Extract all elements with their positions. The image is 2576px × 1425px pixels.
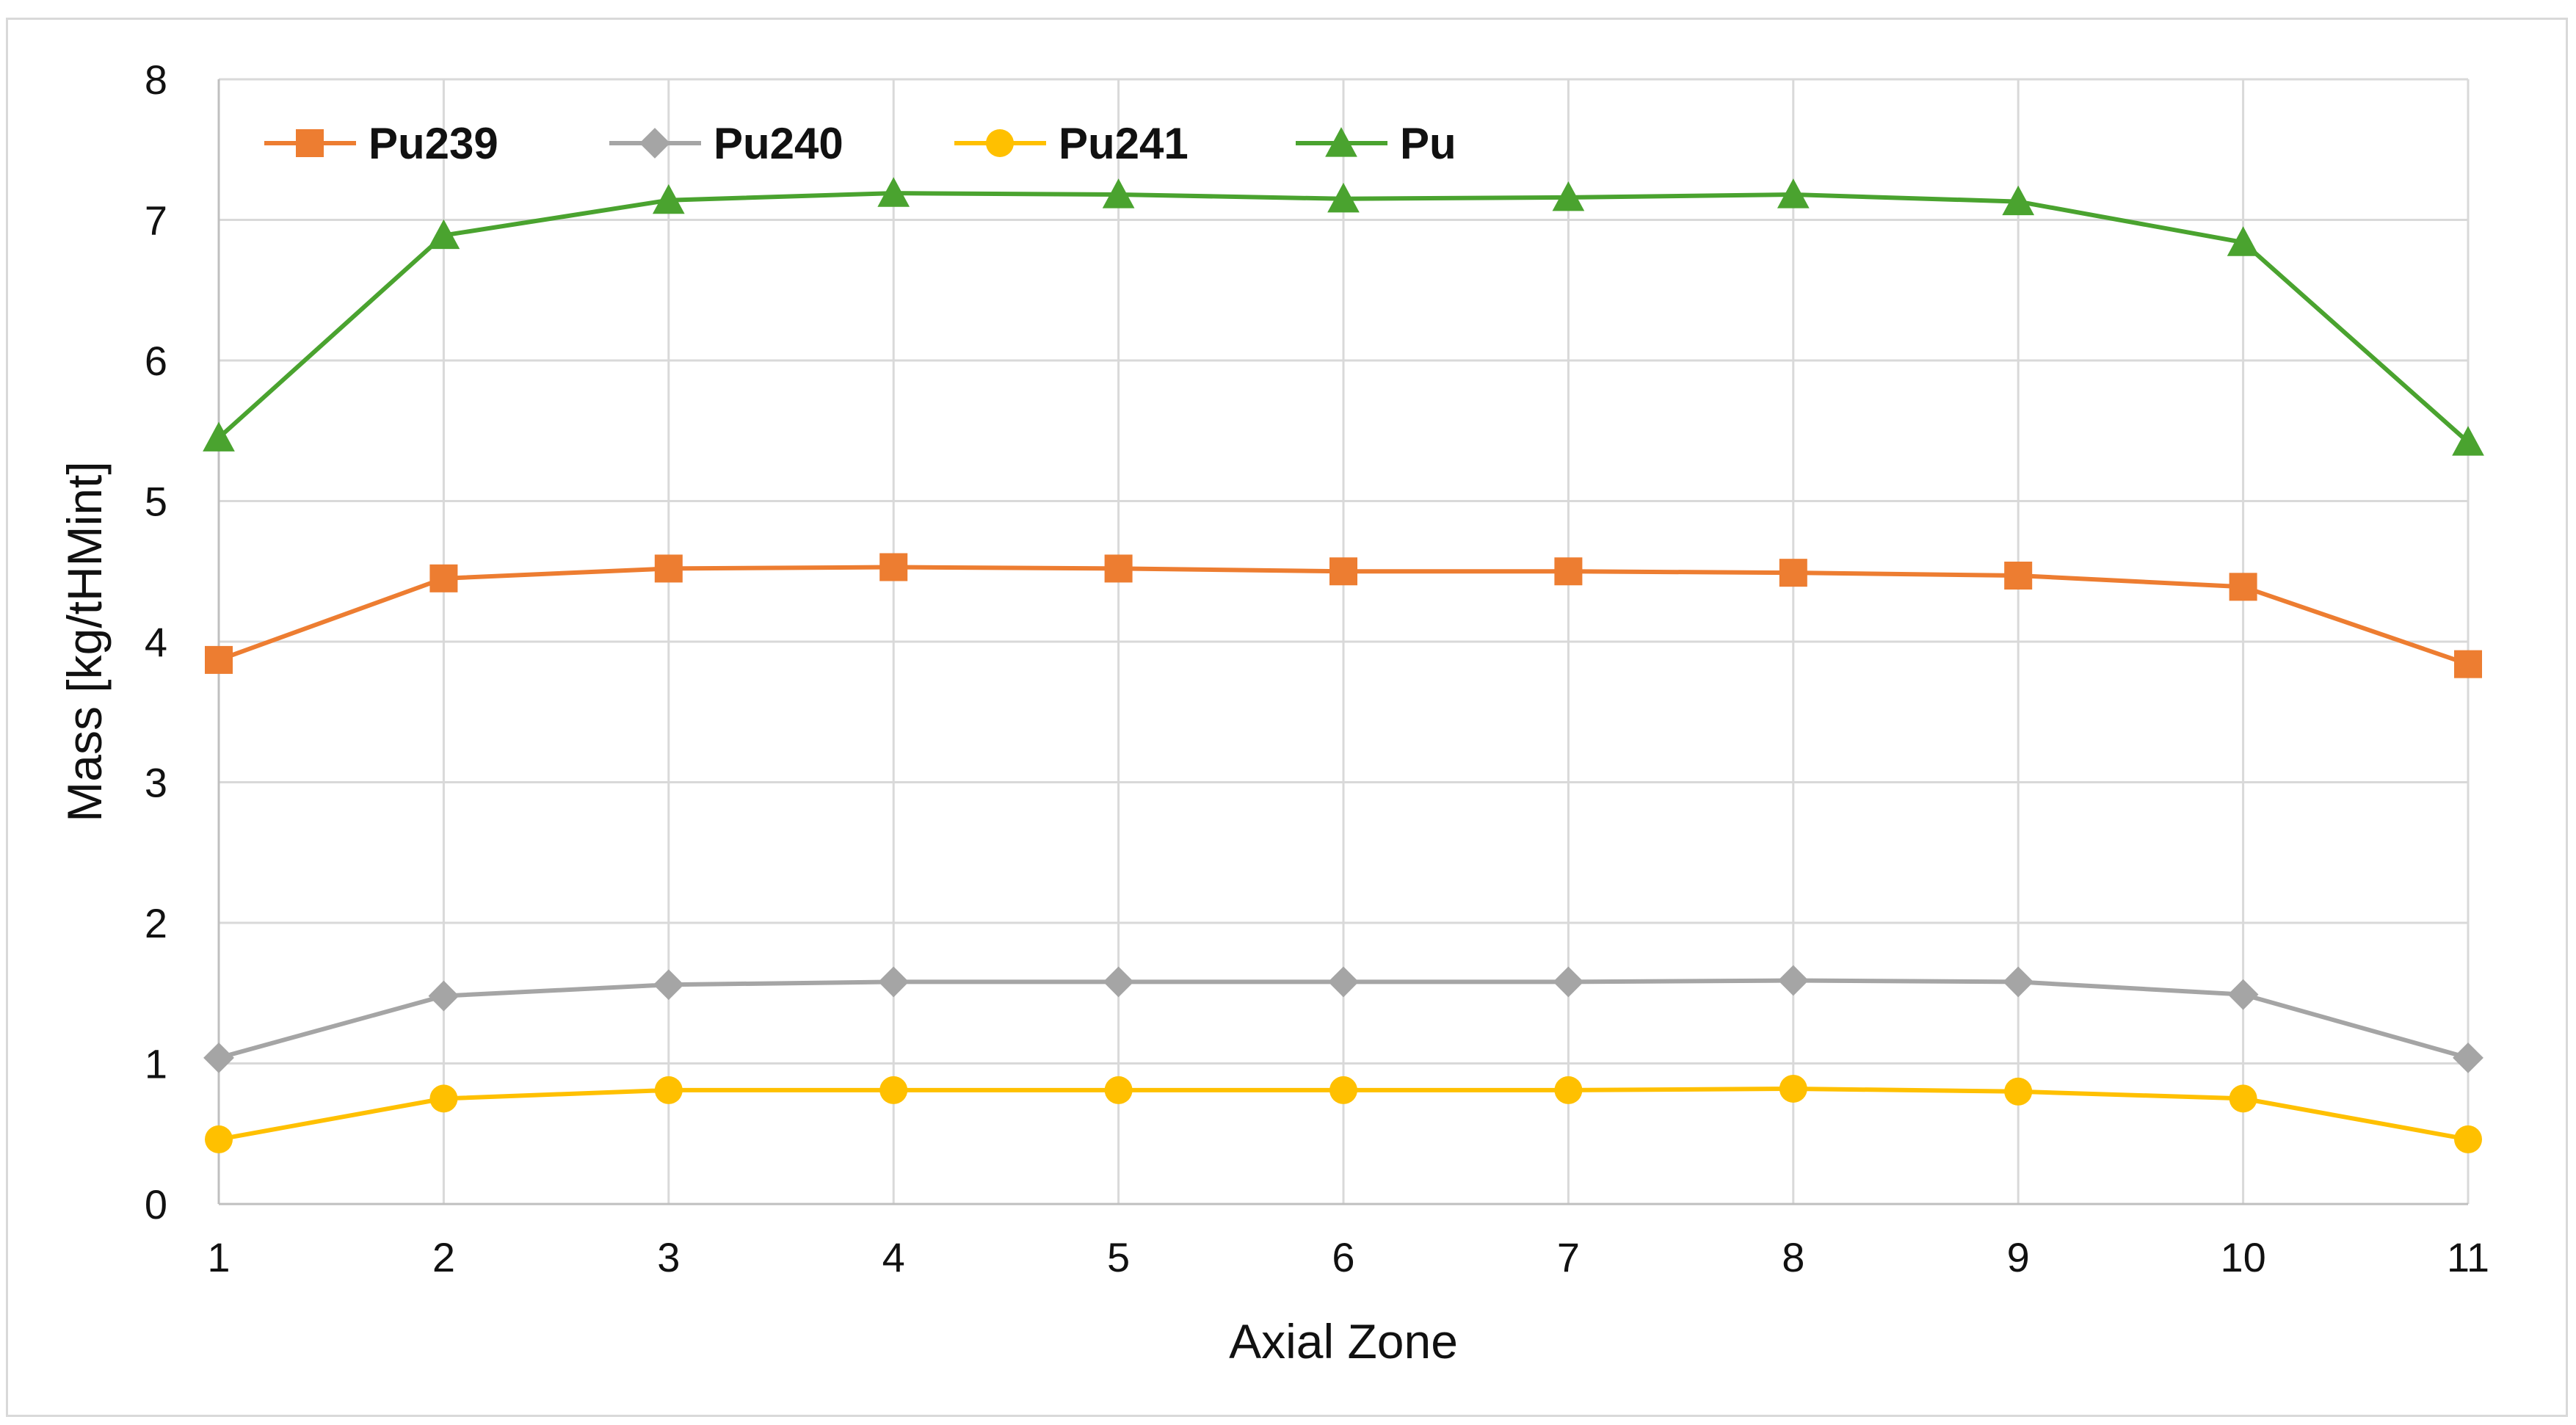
data-point [879,553,908,581]
legend-marker [639,128,670,159]
legend-label: Pu239 [369,119,498,168]
legend-label: Pu241 [1059,119,1189,168]
legend-item-pu239: Pu239 [264,119,498,168]
gridlines [217,78,2470,1205]
x-tick-label: 11 [2447,1234,2489,1280]
data-point [2004,1077,2033,1106]
legend-label: Pu [1400,119,1456,168]
data-point [427,219,460,250]
data-point [1102,178,1135,209]
data-point [1329,557,1357,586]
y-tick-label: 6 [145,338,167,384]
x-tick-label: 9 [2007,1234,2030,1280]
y-tick-label: 1 [145,1041,167,1087]
data-point [429,1084,458,1113]
data-point [1554,557,1583,586]
data-point [428,980,460,1012]
y-tick-label: 3 [145,760,167,806]
data-point [653,969,684,1001]
data-point [1104,554,1133,583]
legend-marker [296,129,324,157]
legend-item-pu240: Pu240 [609,119,843,168]
data-point [2003,966,2034,998]
y-tick-label: 7 [145,197,167,244]
data-point [1553,966,1584,998]
data-point [2227,979,2259,1010]
data-point [2227,226,2260,256]
data-point [2004,561,2033,590]
series-layer [203,177,2484,1153]
data-point [1777,965,1809,996]
legend: Pu239 Pu240 Pu241 Pu [264,119,1456,168]
x-axis-title: Axial Zone [1229,1314,1458,1368]
x-tick-label: 8 [1782,1234,1804,1280]
x-tick-label: 5 [1107,1234,1130,1280]
data-point [877,177,910,207]
x-tick-label: 1 [207,1234,230,1280]
y-tick-label: 5 [145,479,167,525]
data-point [878,966,910,998]
chart-frame [6,18,2568,1417]
data-point [1554,1076,1583,1104]
data-point [1327,182,1360,213]
data-point [2229,573,2257,601]
y-tick-label: 2 [145,900,167,946]
y-axis-title: Mass [kg/tHMint] [57,461,112,822]
x-tick-label: 2 [432,1234,455,1280]
x-tick-label: 7 [1557,1234,1580,1280]
data-point [1329,1076,1357,1104]
series-pu241 [205,1074,2482,1153]
y-tick-label: 8 [145,57,167,103]
data-point [1779,1074,1807,1103]
data-point [1104,1076,1133,1104]
data-point [1777,178,1810,209]
data-point [205,1125,233,1153]
data-point [2452,426,2484,456]
data-point [879,1076,908,1104]
legend-marker [986,129,1014,157]
data-point [205,645,233,674]
data-point [652,184,685,214]
data-point [203,421,235,452]
data-point [2454,1125,2482,1153]
legend-item-pu241: Pu241 [954,119,1189,168]
y-tick-label: 0 [145,1181,167,1228]
data-point [203,1042,234,1073]
legend-item-pu: Pu [1296,119,1456,168]
data-point [654,1076,683,1104]
data-point [2002,185,2035,216]
data-point [2454,650,2482,678]
x-tick-label: 3 [657,1234,680,1280]
x-tick-label: 6 [1332,1234,1354,1280]
data-point [429,564,458,592]
data-point [1103,966,1134,998]
x-tick-label: 10 [2220,1234,2265,1280]
data-point [1328,966,1359,998]
y-tick-label: 4 [145,619,167,665]
legend-label: Pu240 [714,119,843,168]
data-point [1779,559,1807,587]
legend-marker [1325,127,1357,157]
series-pu239 [205,553,2482,678]
data-point [2229,1084,2257,1113]
data-point [2453,1042,2484,1073]
series-pu [203,177,2484,456]
series-pu240 [203,965,2484,1073]
x-tick-label: 4 [882,1234,905,1280]
data-point [654,554,683,583]
data-point [1552,181,1585,211]
